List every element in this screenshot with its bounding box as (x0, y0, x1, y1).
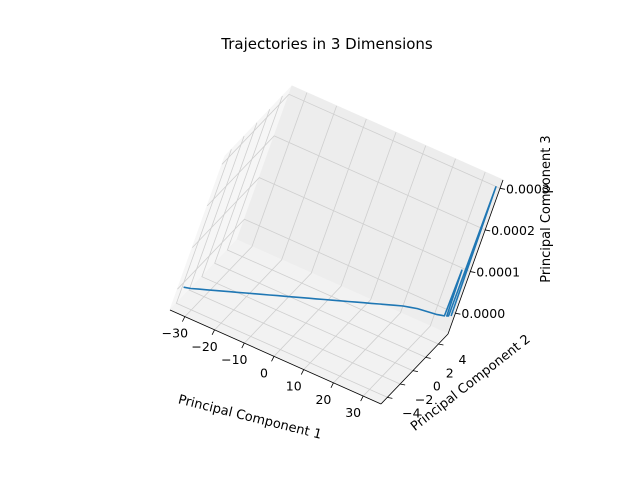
y-tick-mark (438, 343, 444, 346)
x-tick-mark (182, 316, 186, 322)
x-tick-label: −30 (162, 326, 188, 341)
z-tick-label: 0.0000 (461, 306, 505, 321)
y-grid-line (226, 95, 439, 345)
y-tick-label: −2 (415, 392, 433, 407)
axis-lines (169, 179, 504, 405)
z-grid-line (206, 135, 486, 231)
x-grid-line (244, 118, 367, 344)
z-tick-mark (499, 187, 506, 190)
y-tick-mark (400, 383, 406, 386)
z-tick-label: 0.0002 (491, 223, 535, 238)
y-grid-line (175, 149, 388, 398)
z-tick-label: 0.0003 (506, 181, 550, 196)
y-axis-line (380, 333, 449, 405)
x-grid-line (214, 105, 337, 331)
x-axis-line (169, 309, 382, 405)
x-tick-label: 0 (260, 365, 268, 380)
x-grid-line (362, 171, 486, 397)
x-tick-label: 10 (286, 379, 302, 394)
y-grid-line (201, 122, 414, 372)
z-axis-line (447, 179, 504, 335)
y-grid-line (214, 109, 426, 358)
chart-title: Trajectories in 3 Dimensions (220, 35, 433, 53)
z-tick-label: 0.0001 (476, 265, 520, 280)
y-tick-label: −4 (402, 405, 420, 420)
z-grid-line (177, 218, 456, 314)
x-tick-mark (241, 342, 245, 349)
z-grid-line (221, 93, 501, 189)
x-axis-label: Principal Component 1 (177, 392, 324, 442)
y-tick-label: 4 (458, 352, 466, 367)
x-tick-label: −20 (191, 339, 217, 354)
y-grid-line (188, 135, 401, 385)
grid-lines (175, 92, 501, 398)
x-grid-line (333, 158, 456, 384)
x-tick-mark (300, 369, 305, 375)
y-tick-mark (387, 396, 393, 399)
z-grid-line (192, 177, 471, 272)
z-tick-mark (470, 271, 476, 273)
x-tick-mark (360, 395, 364, 402)
x-tick-label: 30 (345, 405, 361, 420)
x-tick-label: −10 (221, 352, 247, 367)
y-tick-label: 0 (433, 379, 441, 394)
x-grid-line (303, 145, 427, 370)
z-tick-mark (485, 229, 491, 232)
y-tick-mark (425, 356, 431, 359)
x-tick-label: 20 (315, 392, 331, 407)
x-tick-mark (330, 382, 334, 388)
plot-area (183, 186, 497, 317)
x-tick-mark (211, 329, 215, 336)
y-tick-label: 2 (446, 365, 454, 380)
x-grid-line (273, 132, 397, 357)
z-axis-label: Principal Component 3 (539, 135, 554, 282)
trajectory-line (183, 186, 497, 317)
z-tick-mark (455, 312, 461, 315)
x-tick-mark (271, 356, 275, 362)
y-tick-mark (412, 370, 418, 373)
x-grid-line (184, 92, 308, 317)
